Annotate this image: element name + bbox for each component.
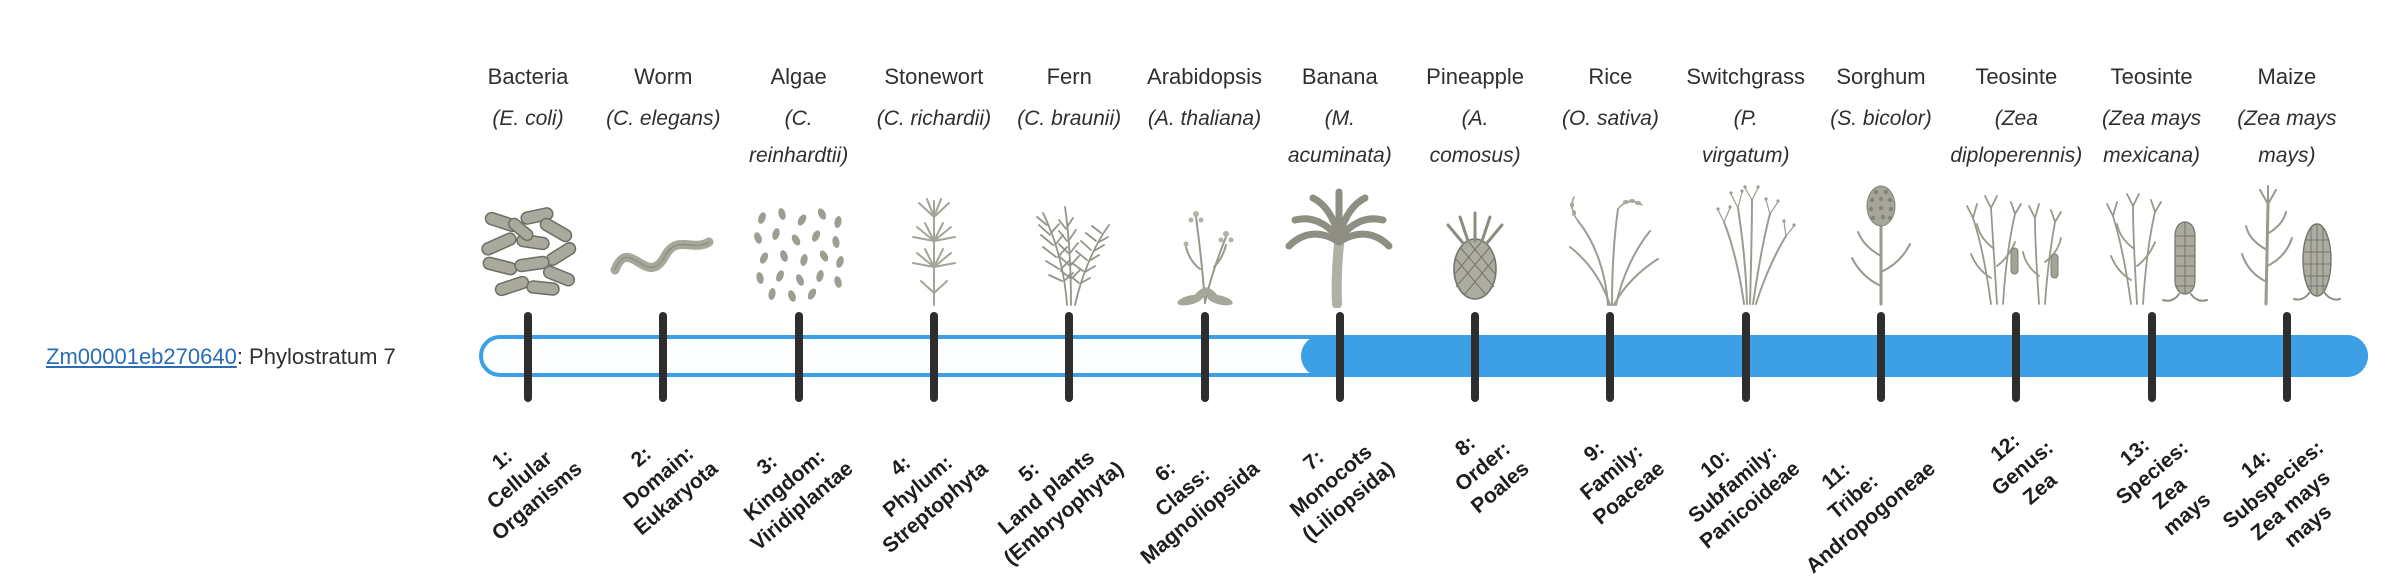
organism-name: Banana [1301,64,1378,89]
stratum-label: 2: Domain: Eukaryota [594,414,724,541]
organism-scientific-name-line: diploperennis) [1950,144,2083,167]
organism-scientific-name: (C. braunii) [1017,100,1121,137]
algae-icon [733,174,865,308]
stratum-tick [1471,312,1480,402]
organism-scientific-name: (C. richardii) [877,100,991,137]
gene-label: Zm00001eb270640: Phylostratum 7 [46,344,396,370]
stratum-tick [1606,312,1615,402]
stratum-tick [1200,312,1209,402]
organism-name: Bacteria [487,64,569,89]
organism-name: Fern [1046,64,1092,89]
organism-scientific-name: (Zea diploperennis) [1950,100,2082,174]
organism-scientific-name: (O. sativa) [1562,100,1659,137]
organism-scientific-name: (C. reinhardtii) [749,100,848,174]
organism-scientific-name: (Zea mays mexicana) [2102,100,2201,174]
organism-name: Arabidopsis [1147,64,1262,89]
organism-scientific-name: (S. bicolor) [1830,100,1932,137]
organism-name: Worm [634,64,693,89]
stratum-tick [929,312,938,402]
organism-scientific-name-line: (S. bicolor) [1830,107,1932,130]
stratum-tick [2147,312,2156,402]
organism-name: Rice [1588,64,1633,89]
stratum-label: 7: Monocots (Liliopsida) [1262,414,1400,548]
stratum-tick [1335,312,1344,402]
organism-scientific-name-line: comosus) [1429,144,1521,167]
stratum-tick [2012,312,2021,402]
pineapple-icon [1409,174,1541,308]
stratum-label: 14: Subspecies: Zea mays mays [2200,414,2364,576]
teosinte-ear-icon [2086,174,2218,308]
stratum-tick [2282,312,2291,402]
stratum-tick [794,312,803,402]
organism-scientific-name-line: (Zea [1994,107,2038,130]
organism-name: Maize [2257,64,2317,89]
organism-scientific-name-line: (C. richardii) [876,107,992,130]
organism-scientific-name-line: (A. thaliana) [1147,107,1262,130]
stratum-label: 6: Class: Magnoliopsida [1100,414,1265,571]
organism-scientific-name-line: (Zea mays [2102,107,2202,130]
bacteria-icon [462,174,594,308]
organism-scientific-name-line: (C. braunii) [1017,107,1122,130]
teosinte-icon [1950,174,2082,308]
organism-name: Switchgrass [1686,64,1805,89]
stratum-label: 3: Kingdom: Viridiplantae [710,414,858,557]
stratum-label: 5: Land plants (Embryophyta) [964,414,1130,571]
organism-scientific-name-line: (A. [1461,107,1489,130]
organism-name: Algae [770,64,827,89]
organism-scientific-name-line: (E. coli) [492,107,564,130]
stratum-tick [1877,312,1885,402]
gene-id-link[interactable]: Zm00001eb270640 [46,344,237,369]
stratum-tick [1065,312,1074,402]
stratum-tick [659,312,668,402]
organism-name: Sorghum [1836,64,1926,89]
stratum-label: 8: Order: Poales [1431,414,1535,520]
stratum-label: 4: Phylum: Streptophyta [843,414,994,559]
maize-icon [2221,174,2353,308]
stratum-label: 9: Family: Poaceae [1553,414,1670,531]
organism-name: Pineapple [1426,64,1525,89]
stratum-label: 12: Genus: Zea [1969,414,2076,523]
stratum-label: 1: Cellular Organisms [452,414,588,547]
organism-scientific-name-line: acuminata) [1287,144,1392,167]
organism-scientific-name: (P. virgatum) [1702,100,1790,174]
organism-scientific-name: (Zea mays mays) [2237,100,2336,174]
stratum-tick [524,312,532,402]
organism-name: Stonewort [884,64,984,89]
organism-scientific-name-line: (Zea mays [2237,107,2337,130]
organism-name: Teosinte [1975,64,2058,89]
switchgrass-icon [1680,174,1812,308]
organism-name: Teosinte [2110,64,2193,89]
organism-scientific-name-line: (O. sativa) [1561,107,1659,130]
stratum-label: 11: Tribe: Andropogoneae [1766,414,1941,580]
organism-scientific-name: (E. coli) [492,100,563,137]
fern-icon [1003,174,1135,308]
organism-scientific-name-line: (M. [1324,107,1355,130]
sorghum-icon [1815,174,1947,308]
organism-scientific-name-line: (P. [1733,107,1758,130]
organism-scientific-name: (A. comosus) [1430,100,1521,174]
organism-scientific-name-line: mexicana) [2103,144,2201,167]
gene-phylostratum-text: : Phylostratum 7 [236,344,396,369]
stonewort-icon [868,174,1000,308]
phylostratum-bar-fill [1301,335,2368,377]
organism-scientific-name: (A. thaliana) [1148,100,1261,137]
banana-icon [1274,174,1406,308]
rice-icon [1544,174,1676,308]
arabidopsis-icon [1139,174,1271,308]
stratum-label: 13: Species: Zea mays [2093,414,2229,552]
organism-scientific-name-line: (C. elegans) [606,107,721,130]
organism-scientific-name-line: reinhardtii) [748,144,849,167]
organism-scientific-name-line: virgatum) [1701,144,1790,167]
organism-scientific-name: (M. acuminata) [1288,100,1392,174]
stratum-tick [1741,312,1750,402]
organism-scientific-name: (C. elegans) [606,100,720,137]
organism-scientific-name-line: (C. [784,107,813,130]
worm-icon [597,174,729,308]
organism-scientific-name-line: mays) [2258,144,2316,167]
